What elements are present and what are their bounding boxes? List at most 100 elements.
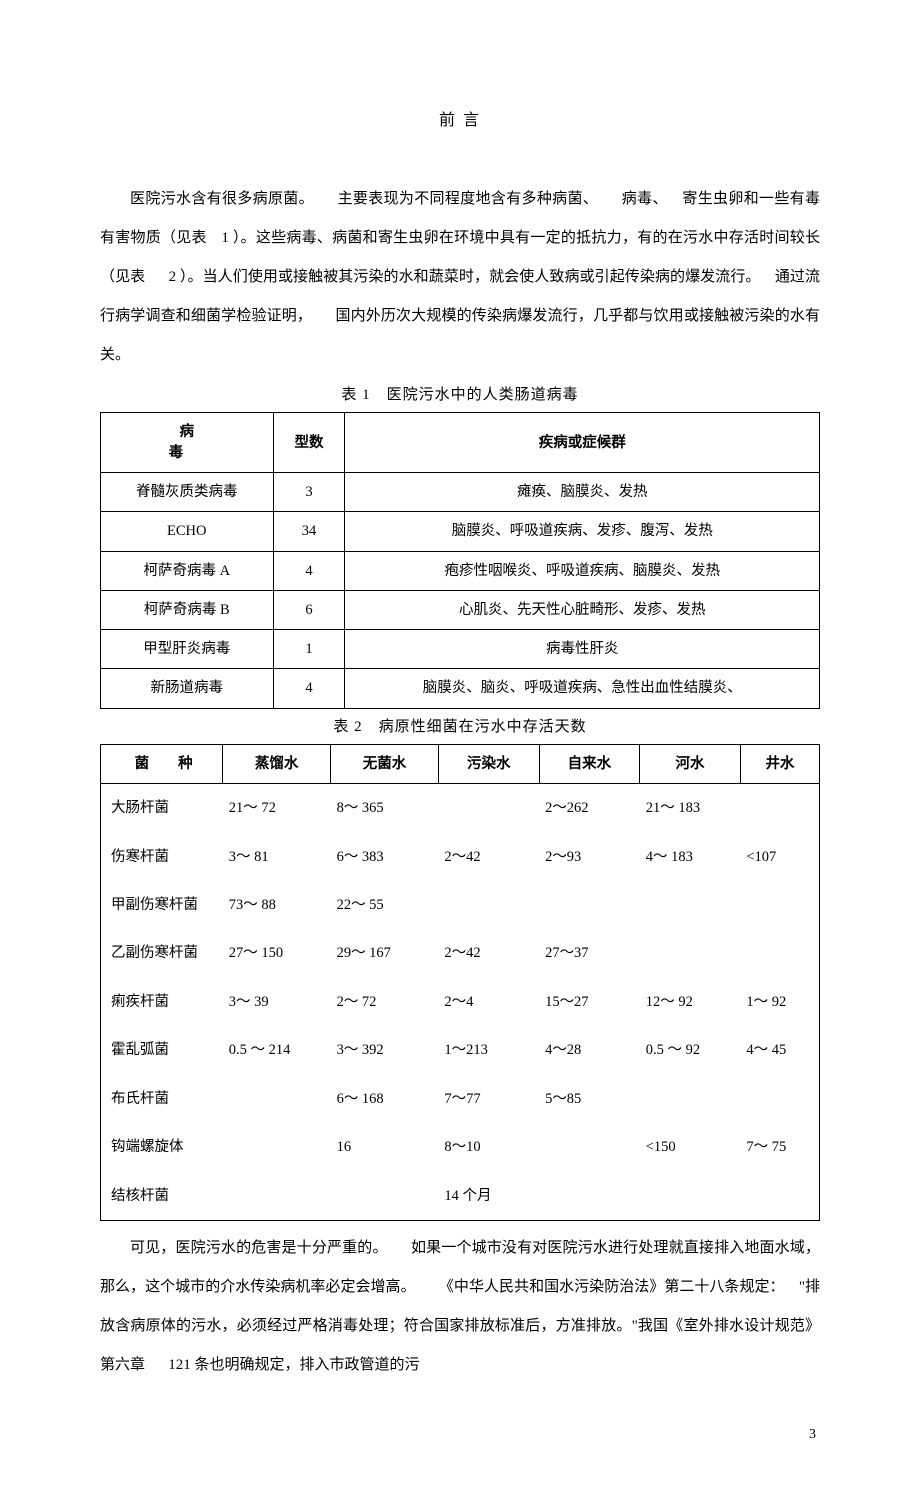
table2-row: 布氏杆菌6～ 1687～775～85: [101, 1075, 820, 1123]
table2-cell: [640, 1075, 741, 1123]
table1-cell: 病毒性肝炎: [345, 630, 820, 669]
table2-body: 大肠杆菌21～ 728～ 365 2～26221～ 183伤寒杆菌3～ 816～ …: [101, 784, 820, 1221]
table2-cell: 3～ 39: [223, 978, 331, 1026]
table2-cell: 霍乱弧菌: [101, 1026, 223, 1074]
table2-cell: 痢疾杆菌: [101, 978, 223, 1026]
table2-cell: [438, 881, 539, 929]
t2-h6: 井水: [740, 744, 819, 783]
table2-cell: 大肠杆菌: [101, 784, 223, 833]
table2-cell: 0.5 ～ 92: [640, 1026, 741, 1074]
table2-cell: 27～ 150: [223, 929, 331, 977]
table2-cell: 结核杆菌: [101, 1172, 223, 1221]
p2-seg-2: 《中华人民共和国水污染防治法》第二十八条规定：: [439, 1279, 785, 1295]
table2-cell: 21～ 183: [640, 784, 741, 833]
doc-title: 前 言: [100, 110, 820, 132]
table1-row: 脊髓灰质类病毒3瘫痪、脑膜炎、发热: [101, 472, 820, 511]
table2-cell: [539, 1172, 640, 1221]
table2-row: 痢疾杆菌3～ 392～ 722～415～2712～ 921～ 92: [101, 978, 820, 1026]
table1-cell: 4: [273, 551, 345, 590]
table2-cell: 15～27: [539, 978, 640, 1026]
t2-h0: 菌 种: [101, 744, 223, 783]
table1-cell: 柯萨奇病毒 A: [101, 551, 274, 590]
table2-row: 伤寒杆菌3～ 816～ 3832～422～934～ 183<107: [101, 833, 820, 881]
t2-h1: 蒸馏水: [223, 744, 331, 783]
table2-cell: 8～10: [438, 1123, 539, 1171]
t1-h2: 疾病或症候群: [345, 413, 820, 473]
page-number: 3: [100, 1425, 820, 1445]
table2-cell: 钩端螺旋体: [101, 1123, 223, 1171]
table2-cell: 4～ 45: [740, 1026, 819, 1074]
table2-cell: [640, 929, 741, 977]
table-1: 病 毒 型数 疾病或症候群 脊髓灰质类病毒3瘫痪、脑膜炎、发热ECHO34脑膜炎…: [100, 412, 820, 708]
table2-cell: 3～ 392: [331, 1026, 439, 1074]
table2-cell: 8～ 365: [331, 784, 439, 833]
table2-cell: 甲副伤寒杆菌: [101, 881, 223, 929]
table1-cell: 柯萨奇病毒 B: [101, 590, 274, 629]
table1-cell: 脊髓灰质类病毒: [101, 472, 274, 511]
table2-cell: [539, 1123, 640, 1171]
table1-cell: 脑膜炎、呼吸道疾病、发疹、腹泻、发热: [345, 512, 820, 551]
table1-row: 甲型肝炎病毒1病毒性肝炎: [101, 630, 820, 669]
table-2: 菌 种 蒸馏水 无菌水 污染水 自来水 河水 井水 大肠杆菌21～ 728～ 3…: [100, 744, 820, 1221]
table1-header-row: 病 毒 型数 疾病或症候群: [101, 413, 820, 473]
table2-cell: 7～77: [438, 1075, 539, 1123]
table2-cell: 2～42: [438, 929, 539, 977]
table1-cell: ECHO: [101, 512, 274, 551]
table2-cell: [640, 1172, 741, 1221]
table2-cell: 21～ 72: [223, 784, 331, 833]
table2-cell: [223, 1172, 331, 1221]
table2-cell: 2～42: [438, 833, 539, 881]
p1-seg-1: 主要表现为不同程度地含有多种病菌、: [338, 191, 599, 207]
table2-cell: [740, 1172, 819, 1221]
table2-cell: 5～85: [539, 1075, 640, 1123]
table2-cell: [740, 784, 819, 833]
table2-cell: 2～262: [539, 784, 640, 833]
table1-cell: 心肌炎、先天性心脏畸形、发疹、发热: [345, 590, 820, 629]
p1-seg-0: 医院污水含有很多病原菌。: [130, 191, 314, 207]
table2-cell: 4～28: [539, 1026, 640, 1074]
table2-cell: 27～37: [539, 929, 640, 977]
paragraph-1: 医院污水含有很多病原菌。 主要表现为不同程度地含有多种病菌、 病毒、 寄生虫卵和…: [100, 180, 820, 375]
table1-body: 脊髓灰质类病毒3瘫痪、脑膜炎、发热ECHO34脑膜炎、呼吸道疾病、发疹、腹泻、发…: [101, 472, 820, 708]
table2-cell: <150: [640, 1123, 741, 1171]
table2-row: 结核杆菌14 个月: [101, 1172, 820, 1221]
table1-row: 柯萨奇病毒 B6心肌炎、先天性心脏畸形、发疹、发热: [101, 590, 820, 629]
table2-cell: 1～ 92: [740, 978, 819, 1026]
table2-cell: 0.5 ～ 214: [223, 1026, 331, 1074]
table2-cell: 3～ 81: [223, 833, 331, 881]
t2-h3: 污染水: [438, 744, 539, 783]
table1-cell: 1: [273, 630, 345, 669]
paragraph-2: 可见，医院污水的危害是十分严重的。 如果一个城市没有对医院污水进行处理就直接排入…: [100, 1229, 820, 1385]
table1-cell: 3: [273, 472, 345, 511]
table1-row: 柯萨奇病毒 A4疱疹性咽喉炎、呼吸道疾病、脑膜炎、发热: [101, 551, 820, 590]
table1-row: ECHO34脑膜炎、呼吸道疾病、发疹、腹泻、发热: [101, 512, 820, 551]
table1-cell: 甲型肝炎病毒: [101, 630, 274, 669]
t2-h2: 无菌水: [331, 744, 439, 783]
table2-cell: 2～4: [438, 978, 539, 1026]
table2-cell: 2～ 72: [331, 978, 439, 1026]
table2-row: 甲副伤寒杆菌73～ 8822～ 55: [101, 881, 820, 929]
table2-cell: [539, 881, 640, 929]
table2-cell: [438, 784, 539, 833]
table2-cell: [740, 1075, 819, 1123]
table1-cell: 新肠道病毒: [101, 669, 274, 708]
table2-row: 钩端螺旋体168～10<1507～ 75: [101, 1123, 820, 1171]
table2-cell: 6～ 383: [331, 833, 439, 881]
t1-h1: 型数: [273, 413, 345, 473]
table2-header-row: 菌 种 蒸馏水 无菌水 污染水 自来水 河水 井水: [101, 744, 820, 783]
table2-cell: 1～213: [438, 1026, 539, 1074]
t2-h4: 自来水: [539, 744, 640, 783]
table1-cell: 34: [273, 512, 345, 551]
table1-cell: 6: [273, 590, 345, 629]
table2-cell: 乙副伤寒杆菌: [101, 929, 223, 977]
table2-cell: 12～ 92: [640, 978, 741, 1026]
table1-cell: 疱疹性咽喉炎、呼吸道疾病、脑膜炎、发热: [345, 551, 820, 590]
table1-row: 新肠道病毒4脑膜炎、脑炎、呼吸道疾病、急性出血性结膜炎、: [101, 669, 820, 708]
table2-cell: [740, 881, 819, 929]
table2-cell: [223, 1123, 331, 1171]
table1-cell: 瘫痪、脑膜炎、发热: [345, 472, 820, 511]
p1-seg-5: 2 ）。当人们使用或接触被其污染的水和蔬菜时，就会使人致病或引起传染病的爆发流行…: [169, 269, 761, 285]
table2-cell: [740, 929, 819, 977]
table2-row: 大肠杆菌21～ 728～ 365 2～26221～ 183: [101, 784, 820, 833]
p1-seg-2: 病毒、: [622, 191, 668, 207]
